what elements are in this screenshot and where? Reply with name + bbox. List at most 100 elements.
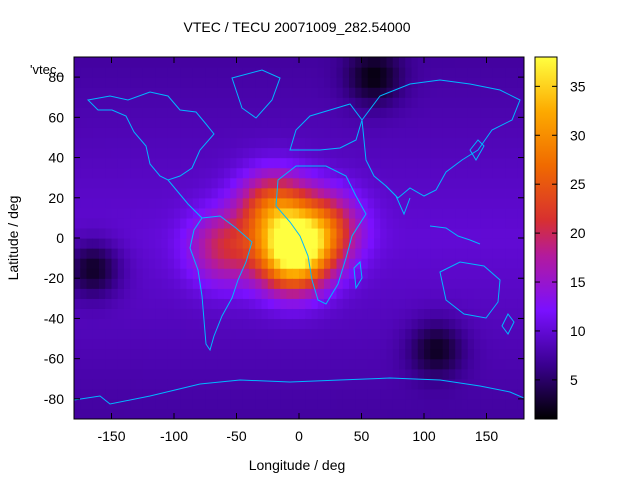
heatmap-cell: [167, 398, 175, 410]
heatmap-cell: [480, 278, 488, 289]
heatmap-cell: [336, 248, 344, 259]
heatmap-cell: [261, 147, 269, 159]
heatmap-cell: [136, 87, 144, 98]
heatmap-cell: [355, 248, 363, 259]
heatmap-cell: [367, 348, 375, 360]
heatmap-cell: [280, 67, 288, 78]
heatmap-cell: [517, 117, 524, 128]
heatmap-cell: [405, 87, 413, 98]
heatmap-cell: [180, 338, 188, 350]
heatmap-cell: [174, 157, 181, 169]
heatmap-cell: [117, 197, 125, 209]
heatmap-cell: [474, 328, 481, 340]
heatmap-cell: [499, 187, 506, 199]
heatmap-cell: [255, 258, 263, 269]
heatmap-cell: [361, 358, 369, 370]
heatmap-cell: [186, 328, 194, 340]
heatmap-cell: [224, 197, 231, 209]
heatmap-cell: [417, 398, 425, 410]
heatmap-cell: [80, 107, 88, 118]
heatmap-cell: [430, 117, 438, 128]
heatmap-cell: [336, 187, 344, 199]
heatmap-cell: [361, 167, 369, 179]
heatmap-cell: [130, 268, 138, 279]
heatmap-cell: [374, 388, 381, 400]
heatmap-cell: [105, 127, 113, 139]
heatmap-cell: [480, 328, 488, 340]
heatmap-cell: [224, 318, 231, 330]
heatmap-cell: [280, 137, 288, 149]
heatmap-cell: [392, 77, 400, 88]
heatmap-cell: [305, 388, 313, 400]
heatmap-cell: [349, 258, 356, 269]
heatmap-cell: [367, 147, 375, 159]
heatmap-cell: [511, 57, 519, 68]
heatmap-cell: [505, 227, 513, 239]
heatmap-cell: [305, 278, 313, 289]
heatmap-cell: [499, 77, 506, 88]
heatmap-cell: [480, 368, 488, 380]
heatmap-cell: [167, 107, 175, 118]
heatmap-cell: [299, 328, 306, 340]
heatmap-cell: [386, 117, 394, 128]
heatmap-cell: [174, 227, 181, 239]
heatmap-cell: [311, 268, 319, 279]
heatmap-cell: [492, 127, 500, 139]
heatmap-cell: [299, 107, 306, 118]
heatmap-cell: [399, 398, 406, 410]
heatmap-cell: [274, 77, 281, 88]
heatmap-cell: [386, 278, 394, 289]
heatmap-cell: [205, 238, 213, 249]
heatmap-cell: [417, 268, 425, 279]
heatmap-cell: [486, 227, 494, 239]
heatmap-cell: [455, 57, 463, 68]
heatmap-cell: [442, 318, 450, 330]
heatmap-cell: [205, 338, 213, 350]
heatmap-cell: [136, 278, 144, 289]
heatmap-cell: [167, 77, 175, 88]
heatmap-cell: [236, 227, 244, 239]
heatmap-cell: [280, 77, 288, 88]
heatmap-cell: [117, 278, 125, 289]
heatmap-cell: [467, 248, 475, 259]
heatmap-cell: [155, 197, 163, 209]
heatmap-cell: [386, 268, 394, 279]
heatmap-cell: [305, 197, 313, 209]
heatmap-cell: [117, 238, 125, 249]
heatmap-cell: [486, 328, 494, 340]
heatmap-cell: [380, 258, 388, 269]
heatmap-cell: [130, 147, 138, 159]
heatmap-cell: [392, 117, 400, 128]
heatmap-cell: [367, 258, 375, 269]
coastline-india: [385, 185, 411, 216]
heatmap-cell: [480, 167, 488, 179]
heatmap-cell: [355, 207, 363, 219]
heatmap-cell: [392, 378, 400, 390]
heatmap-cell: [199, 97, 206, 108]
heatmap-cell: [274, 107, 281, 118]
heatmap-cell: [155, 308, 163, 320]
heatmap-cell: [180, 388, 188, 400]
heatmap-cell: [217, 157, 225, 169]
heatmap-cell: [367, 248, 375, 259]
heatmap-cell: [380, 308, 388, 320]
heatmap-cell: [311, 147, 319, 159]
heatmap-cell: [80, 117, 88, 128]
heatmap-cell: [386, 197, 394, 209]
heatmap-cell: [492, 358, 500, 370]
heatmap-cell: [349, 217, 356, 229]
heatmap-cell: [292, 177, 300, 189]
heatmap-cell: [217, 137, 225, 149]
heatmap-cell: [211, 308, 219, 320]
heatmap-cell: [117, 338, 125, 350]
heatmap-cell: [167, 147, 175, 159]
heatmap-cell: [492, 278, 500, 289]
heatmap-cell: [99, 278, 106, 289]
heatmap-cell: [311, 157, 319, 169]
heatmap-cell: [142, 288, 150, 299]
heatmap-cell: [305, 248, 313, 259]
heatmap-cell: [474, 147, 481, 159]
heatmap-cell: [442, 157, 450, 169]
heatmap-cell: [286, 378, 294, 390]
heatmap-cell: [161, 368, 169, 380]
